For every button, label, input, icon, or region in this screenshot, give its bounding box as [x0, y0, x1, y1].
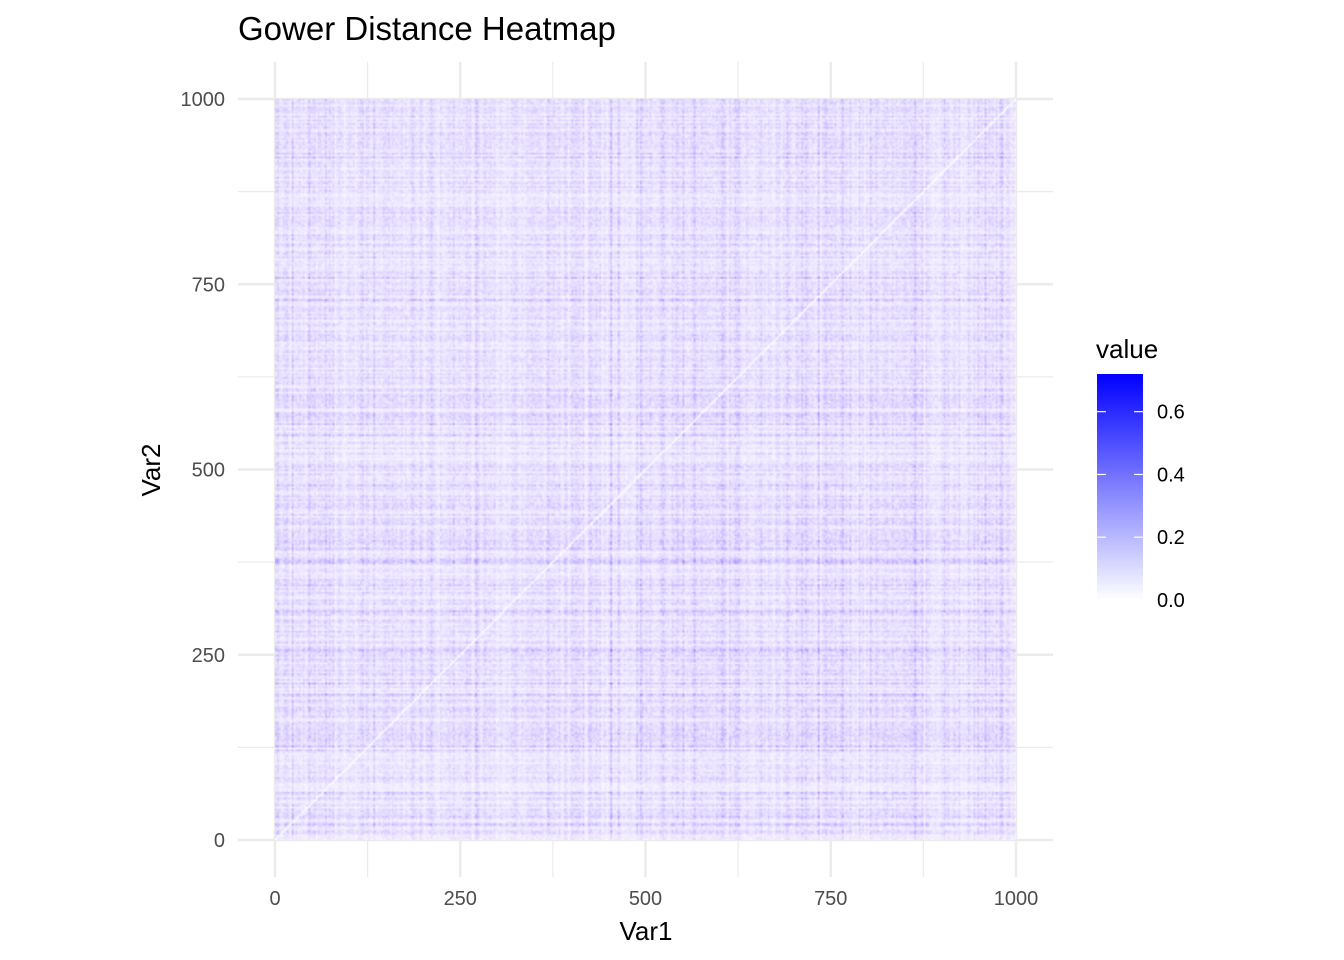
- x-tick-label: 500: [629, 888, 662, 910]
- legend-colorbar: [1097, 374, 1143, 600]
- legend-ticks: 0.0 0.2 0.4 0.6: [1097, 402, 1185, 612]
- x-axis-ticks: 0 250 500 750 1000: [269, 888, 1038, 910]
- chart-title: Gower Distance Heatmap: [238, 10, 616, 47]
- legend-tick-label: 0.4: [1157, 464, 1185, 486]
- y-tick-label: 1000: [181, 89, 226, 111]
- y-tick-label: 0: [214, 830, 225, 852]
- x-tick-label: 750: [814, 888, 847, 910]
- y-tick-label: 500: [192, 460, 225, 482]
- x-tick-label: 1000: [994, 888, 1039, 910]
- y-axis-title: Var2: [136, 444, 166, 497]
- y-axis-ticks: 0 250 500 750 1000: [181, 89, 226, 852]
- legend-tick-label: 0.2: [1157, 527, 1185, 549]
- x-tick-label: 250: [444, 888, 477, 910]
- y-tick-label: 250: [192, 645, 225, 667]
- x-tick-label: 0: [269, 888, 280, 910]
- legend-tick-label: 0.6: [1157, 402, 1185, 424]
- heatmap-cells: [275, 99, 1016, 840]
- legend-title: value: [1096, 334, 1159, 364]
- y-tick-label: 750: [192, 274, 225, 296]
- legend-tick-label: 0.0: [1157, 590, 1185, 612]
- x-axis-title: Var1: [620, 916, 673, 946]
